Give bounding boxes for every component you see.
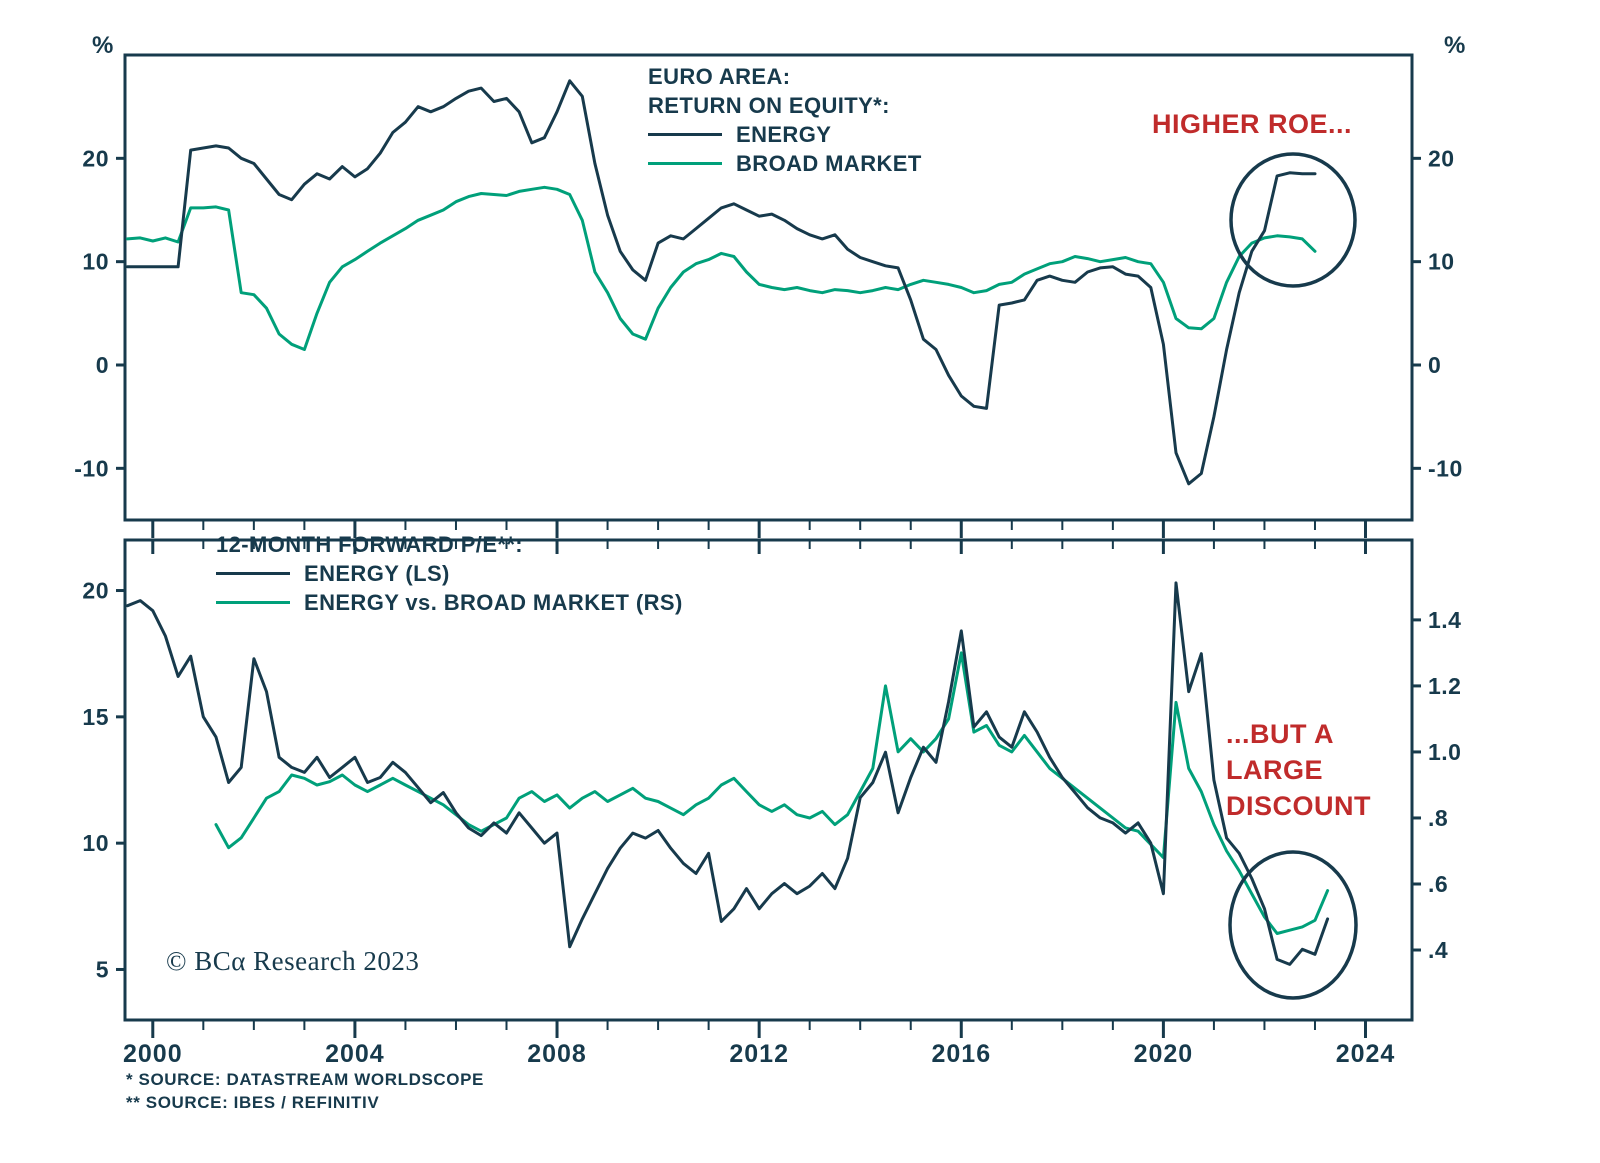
y-tick-label: 5 bbox=[96, 956, 109, 982]
bottom-legend: 12-MONTH FORWARD P/E**: ENERGY (LS) ENER… bbox=[216, 530, 683, 617]
x-tick-label: 2004 bbox=[325, 1040, 385, 1068]
y-tick-label: -10 bbox=[1428, 455, 1463, 481]
y-tick-label: 10 bbox=[1428, 249, 1455, 275]
top-legend-title: EURO AREA: RETURN ON EQUITY*: bbox=[648, 62, 922, 120]
annotation-discount-line1: ...BUT A bbox=[1226, 719, 1334, 749]
energy-vs-broad-market-legend-label: ENERGY vs. BROAD MARKET (RS) bbox=[304, 589, 683, 615]
y-axis-unit-left: % bbox=[92, 32, 114, 59]
x-tick-label: 2008 bbox=[527, 1040, 587, 1068]
legend-row-energy-vs-broad-market: ENERGY vs. BROAD MARKET (RS) bbox=[216, 588, 683, 617]
series-line-teal-bottom bbox=[214, 651, 1330, 935]
x-tick-label: 2020 bbox=[1134, 1040, 1194, 1068]
energy-legend-label: ENERGY bbox=[736, 121, 832, 147]
y-tick-label: 0 bbox=[1428, 352, 1441, 378]
annotation-discount-line3: DISCOUNT bbox=[1226, 791, 1371, 821]
y-tick-label: 15 bbox=[82, 704, 109, 730]
y-tick-label: 1.2 bbox=[1428, 673, 1461, 699]
footnote-1: * SOURCE: DATASTREAM WORLDSCOPE bbox=[126, 1070, 484, 1089]
footnotes: * SOURCE: DATASTREAM WORLDSCOPE ** SOURC… bbox=[126, 1068, 484, 1114]
y-tick-label: .8 bbox=[1428, 805, 1448, 831]
energy-line-swatch bbox=[648, 133, 722, 136]
x-tick-label: 2024 bbox=[1336, 1040, 1396, 1068]
y-tick-label: 10 bbox=[82, 830, 109, 856]
panel-frame-top bbox=[123, 53, 1414, 522]
energy-ls-line-swatch bbox=[216, 572, 290, 575]
copyright: © BCα Research 2023 bbox=[166, 946, 420, 976]
legend-row-energy-ls: ENERGY (LS) bbox=[216, 559, 683, 588]
annotation-discount-line2: LARGE bbox=[1226, 755, 1323, 785]
y-tick-label: 1.0 bbox=[1428, 739, 1461, 765]
y-tick-label: -10 bbox=[74, 455, 109, 481]
legend-row-energy: ENERGY bbox=[648, 120, 922, 149]
x-tick-label: 2000 bbox=[123, 1040, 183, 1068]
annotation-higher-roe: HIGHER ROE... bbox=[1152, 109, 1353, 139]
circle-higher-roe bbox=[1229, 152, 1357, 288]
broad-market-line-swatch bbox=[648, 162, 722, 165]
x-tick-label: 2016 bbox=[931, 1040, 991, 1068]
y-tick-label: 0 bbox=[96, 352, 109, 378]
y-tick-label: 20 bbox=[82, 145, 109, 171]
y-tick-label: 1.4 bbox=[1428, 607, 1461, 633]
panel-frame-bottom bbox=[123, 538, 1414, 1022]
series-line-navy-bottom bbox=[126, 581, 1330, 966]
legend-row-broad-market: BROAD MARKET bbox=[648, 149, 922, 178]
annotation-large-discount: ...BUT A LARGE DISCOUNT bbox=[1226, 716, 1371, 824]
y-tick-label: 20 bbox=[1428, 145, 1455, 171]
footnote-2: ** SOURCE: IBES / REFINITIV bbox=[126, 1093, 380, 1112]
series-line-navy-top bbox=[126, 79, 1317, 486]
x-tick-label: 2012 bbox=[729, 1040, 789, 1068]
y-axis-unit-right: % bbox=[1444, 32, 1466, 59]
broad-market-legend-label: BROAD MARKET bbox=[736, 150, 922, 176]
y-tick-label: .6 bbox=[1428, 871, 1448, 897]
circle-large-discount bbox=[1228, 850, 1358, 1000]
y-tick-label: .4 bbox=[1428, 937, 1448, 963]
energy-ls-legend-label: ENERGY (LS) bbox=[304, 560, 450, 586]
energy-vs-broad-market-line-swatch bbox=[216, 601, 290, 604]
top-legend: EURO AREA: RETURN ON EQUITY*: ENERGY BRO… bbox=[648, 62, 922, 178]
bottom-legend-title: 12-MONTH FORWARD P/E**: bbox=[216, 532, 524, 557]
y-tick-label: 10 bbox=[82, 249, 109, 275]
y-tick-label: 20 bbox=[82, 578, 109, 604]
top-legend-title-line2: RETURN ON EQUITY*: bbox=[648, 93, 890, 118]
series-line-teal-top bbox=[126, 185, 1317, 351]
top-legend-title-line1: EURO AREA: bbox=[648, 64, 791, 89]
